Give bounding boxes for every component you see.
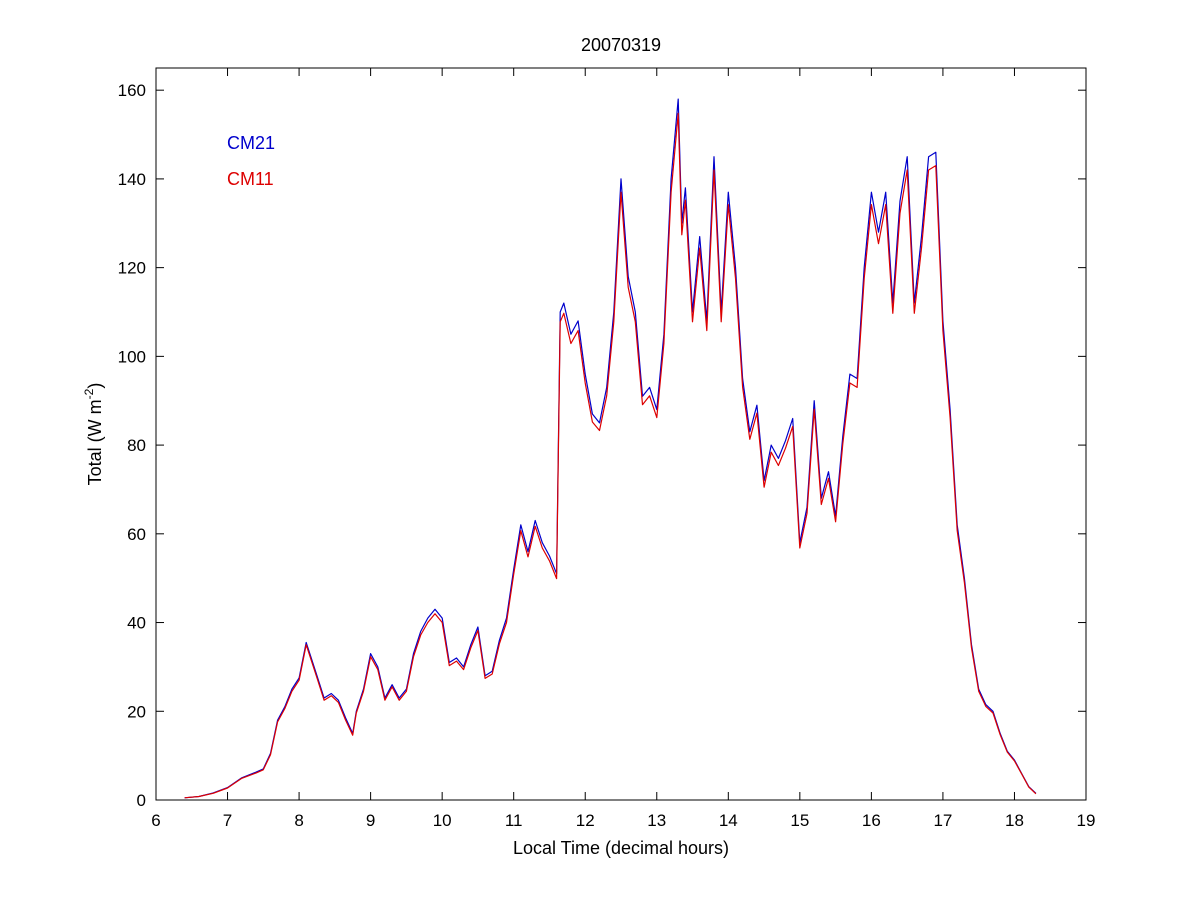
y-axis-label-superscript: -2 [82, 388, 96, 399]
x-tick-label-3: 9 [366, 811, 375, 830]
y-axis: 0 20 40 60 80 100 120 140 160 [118, 81, 1086, 810]
x-tick-label-7: 13 [647, 811, 666, 830]
y-tick-label-1: 20 [127, 702, 146, 721]
y-axis-label: Total (W m-2) [82, 383, 105, 486]
series-line-cm21 [184, 98, 1037, 799]
x-tick-label-9: 15 [790, 811, 809, 830]
x-tick-label-8: 14 [719, 811, 738, 830]
y-axis-label-main: Total (W m [85, 399, 105, 485]
plot-frame [155, 67, 1087, 801]
x-tick-label-11: 17 [933, 811, 952, 830]
y-axis-label-close: ) [85, 383, 105, 389]
y-tick-label-6: 120 [118, 259, 146, 278]
x-axis-label: Local Time (decimal hours) [513, 838, 729, 858]
series-lines [184, 98, 1037, 799]
chart-title: 20070319 [581, 35, 661, 55]
legend-entry-cm21: CM21 [227, 133, 275, 153]
x-axis: 6 7 8 9 10 11 12 13 14 15 16 17 18 19 [151, 68, 1095, 830]
x-tick-label-10: 16 [862, 811, 881, 830]
legend-entry-cm11: CM11 [227, 169, 274, 189]
y-tick-label-2: 40 [127, 614, 146, 633]
y-tick-label-7: 140 [118, 170, 146, 189]
x-tick-label-12: 18 [1005, 811, 1024, 830]
y-tick-label-4: 80 [127, 436, 146, 455]
y-tick-label-5: 100 [118, 347, 146, 366]
x-tick-label-6: 12 [576, 811, 595, 830]
y-tick-label-3: 60 [127, 525, 146, 544]
x-tick-label-4: 10 [433, 811, 452, 830]
x-tick-label-2: 8 [294, 811, 303, 830]
x-tick-label-13: 19 [1077, 811, 1096, 830]
y-tick-label-8: 160 [118, 81, 146, 100]
x-tick-label-1: 7 [223, 811, 232, 830]
series-line-cm11 [184, 112, 1037, 799]
x-tick-label-0: 6 [151, 811, 160, 830]
y-tick-label-0: 0 [137, 791, 146, 810]
x-tick-label-5: 11 [505, 811, 523, 830]
